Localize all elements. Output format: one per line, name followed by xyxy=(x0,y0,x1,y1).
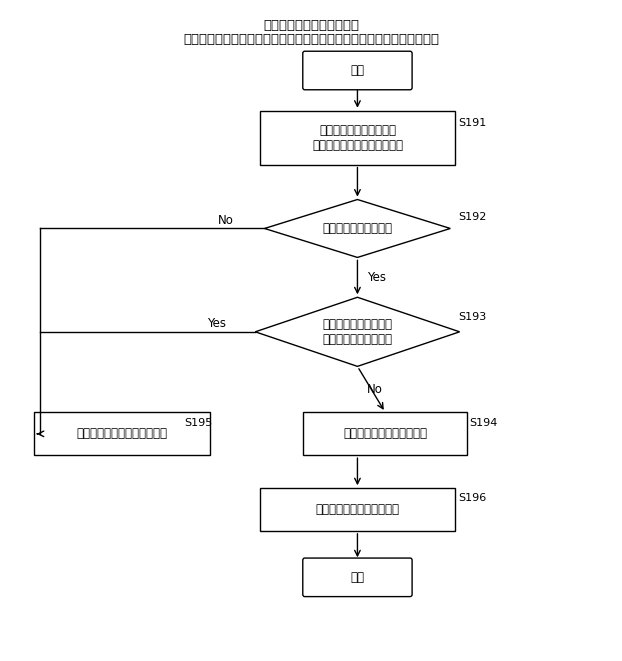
Text: Yes: Yes xyxy=(207,317,226,330)
Text: 第１の実施の形態における: 第１の実施の形態における xyxy=(263,19,359,32)
Bar xyxy=(260,110,455,165)
Text: S193: S193 xyxy=(458,313,486,323)
Polygon shape xyxy=(264,200,450,257)
Bar xyxy=(260,488,455,531)
Text: 端末状態が変化した？: 端末状態が変化した？ xyxy=(322,222,392,235)
Bar xyxy=(304,412,467,455)
Text: S195: S195 xyxy=(185,418,213,428)
FancyBboxPatch shape xyxy=(303,52,412,90)
Text: 意図的な操作ではないと推定: 意図的な操作ではないと推定 xyxy=(77,428,168,440)
Text: 意図的操作推定処理の処理手順の一例を説明するためのフローチャート: 意図的操作推定処理の処理手順の一例を説明するためのフローチャート xyxy=(183,33,439,46)
Text: S194: S194 xyxy=(470,418,498,428)
Text: Yes: Yes xyxy=(367,271,386,284)
Text: 開始: 開始 xyxy=(350,64,364,77)
Text: No: No xyxy=(367,383,383,396)
Text: 反復操作の前後において
端末状態の変化の有無を確認: 反復操作の前後において 端末状態の変化の有無を確認 xyxy=(312,124,403,151)
Bar xyxy=(34,412,210,455)
Text: 意図的な操作であると推定: 意図的な操作であると推定 xyxy=(343,428,427,440)
Text: S192: S192 xyxy=(458,212,487,222)
Polygon shape xyxy=(255,297,460,366)
Text: S191: S191 xyxy=(458,118,486,128)
Text: No: No xyxy=(218,214,234,227)
Text: 終了: 終了 xyxy=(350,571,364,584)
Text: 反復操作回数が過去の
履歴と有意に異なる？: 反復操作回数が過去の 履歴と有意に異なる？ xyxy=(322,318,392,346)
Text: 操作ログに反復回数を追加: 操作ログに反復回数を追加 xyxy=(315,503,399,516)
FancyBboxPatch shape xyxy=(303,558,412,597)
Text: S196: S196 xyxy=(458,493,486,503)
